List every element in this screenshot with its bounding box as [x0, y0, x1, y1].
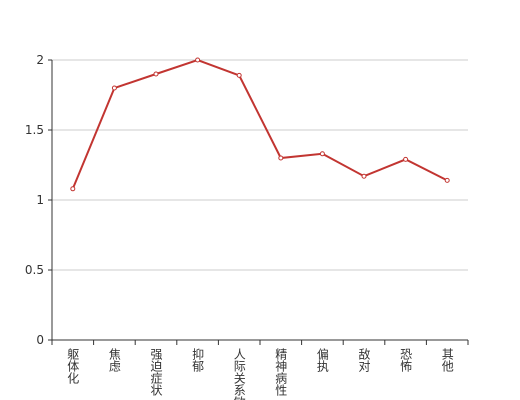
y-tick-label: 1.5 — [25, 123, 44, 137]
x-tick-label: 精神病性 — [274, 348, 288, 397]
x-tick-label: 焦虑 — [107, 348, 121, 372]
y-tick-label: 2 — [36, 53, 44, 67]
point — [111, 85, 117, 91]
series-line — [71, 58, 448, 190]
x-tick-label: 强迫症状 — [149, 348, 163, 396]
x-tick-label: 其他 — [440, 348, 454, 372]
x-tick-label: 人际关系敏感 — [232, 348, 246, 400]
x-tick-label: 敌对 — [357, 347, 371, 372]
point — [403, 156, 409, 162]
point — [153, 71, 159, 77]
point — [70, 186, 76, 192]
point — [195, 57, 201, 63]
x-tick-label: 躯体化 — [66, 347, 80, 385]
x-tick-label: 恐怖 — [399, 348, 413, 372]
point — [361, 173, 367, 179]
point — [319, 151, 325, 157]
x-tick-label: 抑郁 — [191, 347, 205, 373]
y-tick-label: 0 — [36, 333, 44, 347]
x-tick-label: 偏执 — [315, 347, 329, 373]
point — [278, 155, 284, 161]
point — [444, 177, 450, 183]
point — [236, 72, 242, 78]
y-tick-label: 1 — [36, 193, 44, 207]
y-tick-label: 0.5 — [25, 263, 44, 277]
